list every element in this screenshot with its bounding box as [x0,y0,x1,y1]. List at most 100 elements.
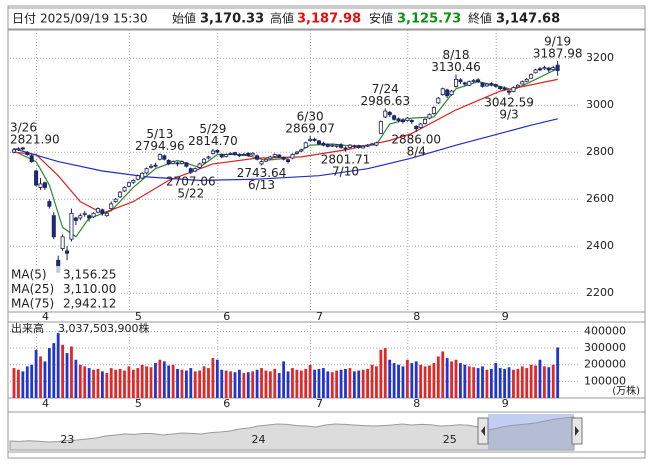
annotation-price: 2821.90 [10,133,60,147]
candle-body [100,209,105,214]
volume-bar [65,353,69,398]
date-label: 日付 [12,12,36,26]
volume-bar [273,368,277,398]
volume-bar [375,366,378,398]
volume-bar [30,364,34,398]
volume-bar [25,366,29,398]
volume-bar [70,346,73,398]
volume-bar [224,370,228,398]
candle-body [126,182,131,187]
candle-body [409,120,414,123]
low-label: 安値 [369,11,393,26]
navigator-panel [7,411,646,453]
candle-body [493,84,498,87]
volume-bar [43,361,47,398]
candle-body [215,149,220,153]
volume-bar [352,371,356,398]
volume-bar [255,369,259,398]
candle-body [286,159,291,163]
volume-bar [229,371,232,398]
candle-body [418,123,423,128]
volume-bar [277,373,281,398]
annotation-price: 3187.98 [533,47,583,61]
volume-bar [414,361,418,398]
navigator-label: 23 [60,433,74,446]
volume-bar [401,366,405,398]
candle-body [60,236,65,249]
volume-bar [432,363,436,398]
candle-body [162,155,167,160]
volume-bar [131,369,135,398]
x-tick-label: 4 [42,310,49,323]
candle-body [365,144,370,147]
annotation-date: 7/24 [372,82,399,96]
volume-bar [322,368,325,398]
candle-body [51,215,56,238]
volume-total: 3,037,503,900株 [58,321,149,335]
x-tick-label: 6 [223,397,230,410]
handle-arrow [575,426,579,436]
candle-body [16,148,21,151]
volume-bar [476,368,480,398]
volume-bar [176,368,179,398]
annotation-price: 2707.06 [166,175,216,189]
price-panel [7,29,646,313]
annotation-date: 9/19 [544,35,571,49]
candle-body [224,154,229,157]
volume-bar [494,363,498,398]
volume-bar [410,363,414,398]
candle-body [449,90,454,96]
volume-bar [52,343,56,398]
x-tick-label: 5 [135,397,142,410]
annotation-date: 5/13 [146,127,173,141]
ma-line [13,67,558,238]
candle-body [498,86,503,90]
volume-bar [242,373,246,398]
legend-value: 2,942.12 [63,297,116,311]
candle-body [400,119,405,123]
x-tick-label: 7 [316,397,323,410]
volume-bar [308,364,312,398]
candle-body [38,183,43,188]
candle-body [73,217,78,221]
y-tick-label: 200000 [584,358,626,371]
volume-bar [171,364,175,398]
legend-name: MA(25) [11,282,54,296]
candle-body [184,162,189,167]
candle-body [520,81,525,85]
candle-body [502,87,507,90]
candle-body [542,67,547,70]
candle-body [272,154,277,157]
candle-body [47,201,52,207]
candle-body [29,155,34,163]
volume-bar [96,368,100,398]
x-tick-label: 6 [223,310,230,323]
volume-bar [463,364,467,398]
candle-body [188,168,193,173]
selection [488,414,574,450]
candle-body [343,147,348,150]
candle-body [352,145,357,148]
annotation-date: 8/18 [443,48,470,62]
volume-bar [162,361,166,398]
annotation-date: 6/30 [297,109,324,123]
candle-body [361,145,366,149]
volume-bar [543,366,546,398]
candle-body [480,82,485,87]
volume-bar [87,368,91,398]
candle-body [325,144,330,147]
volume-bar [39,356,42,398]
volume-bar [101,371,104,398]
volume-bar [109,368,113,398]
volume-bar [123,370,126,398]
volume-bar [56,333,60,398]
y-tick-label: 2400 [586,239,614,252]
annotation-date: 5/29 [199,122,226,136]
volume-bar [268,371,272,398]
legend-value: 3,110.00 [63,282,116,296]
candle-body [268,156,273,160]
volume-bar [520,366,524,398]
candle-body [537,68,542,71]
high-label: 高値 [270,11,294,26]
